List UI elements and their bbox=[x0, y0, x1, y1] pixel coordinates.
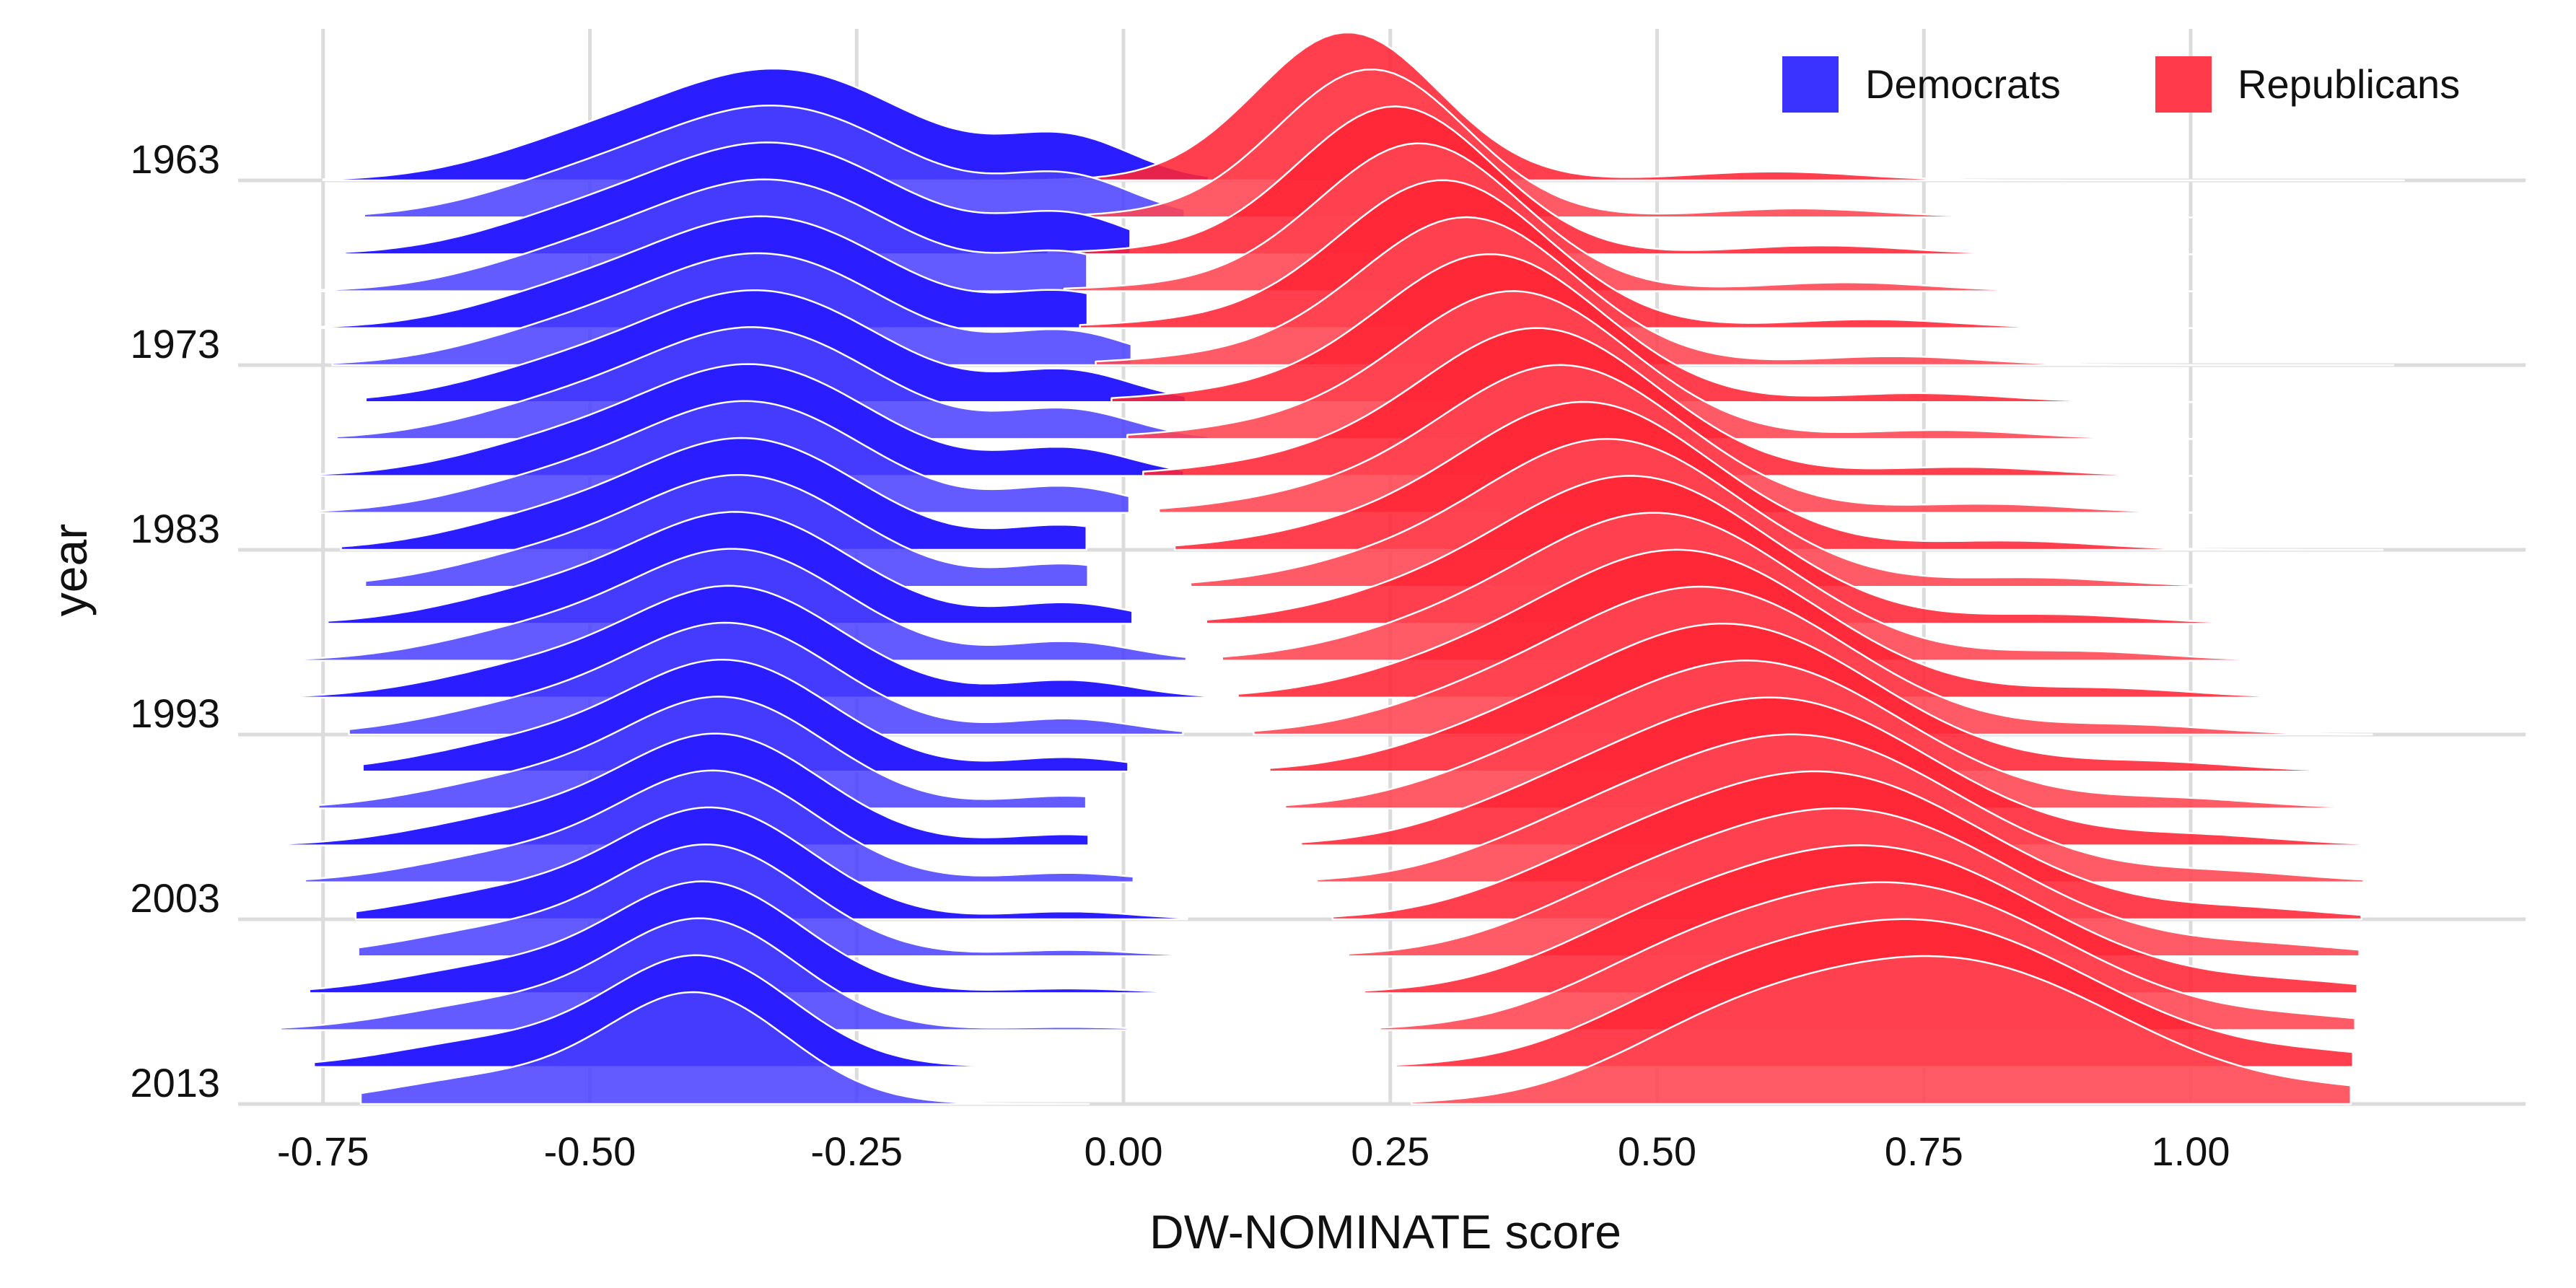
y-tick-label: 1983 bbox=[130, 506, 220, 551]
legend-swatch-republicans bbox=[2155, 56, 2212, 113]
legend-swatch-democrats bbox=[1782, 56, 1839, 113]
y-axis: 1963 1973 1983 1993 2003 2013 bbox=[130, 136, 220, 1105]
ridge-democrats-2003 bbox=[354, 806, 1188, 921]
y-axis-title: year bbox=[43, 524, 97, 616]
x-tick-label: 0.75 bbox=[1885, 1129, 1963, 1174]
x-axis-title: DW-NOMINATE score bbox=[1149, 1205, 1621, 1258]
x-tick-label: 0.00 bbox=[1085, 1129, 1163, 1174]
x-tick-label: 0.25 bbox=[1351, 1129, 1429, 1174]
ridge-layer bbox=[279, 31, 2406, 1105]
x-tick-label: -0.25 bbox=[810, 1129, 903, 1174]
y-tick-label: 1973 bbox=[130, 321, 220, 367]
legend-label-democrats: Democrats bbox=[1865, 61, 2061, 107]
x-axis: -0.75 -0.50 -0.25 0.00 0.25 0.50 0.75 1.00 bbox=[277, 1129, 2230, 1174]
ridge-democrats-2005 bbox=[357, 843, 1210, 958]
x-tick-label: 1.00 bbox=[2152, 1129, 2230, 1174]
x-tick-label: -0.75 bbox=[277, 1129, 369, 1174]
ridge-republicans-2013 bbox=[1411, 955, 2352, 1105]
legend: Democrats Republicans bbox=[1782, 56, 2460, 113]
y-tick-label: 2013 bbox=[130, 1060, 220, 1105]
y-tick-label: 1993 bbox=[130, 691, 220, 736]
y-tick-label: 2003 bbox=[130, 875, 220, 921]
ridge-democrats-2013 bbox=[359, 991, 1090, 1105]
y-tick-label: 1963 bbox=[130, 136, 220, 182]
legend-label-republicans: Republicans bbox=[2238, 61, 2460, 107]
x-tick-label: -0.50 bbox=[544, 1129, 636, 1174]
x-tick-label: 0.50 bbox=[1618, 1129, 1696, 1174]
